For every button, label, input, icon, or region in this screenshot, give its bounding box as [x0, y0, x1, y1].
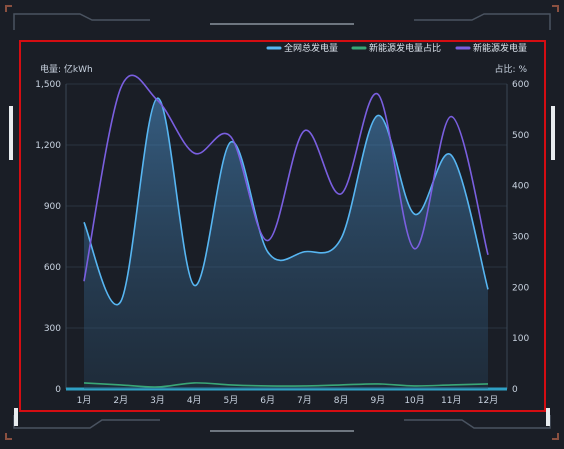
legend-label: 全网总发电量: [284, 42, 338, 54]
legend-label: 新能源发电量占比: [369, 42, 441, 54]
x-tick-label: 4月: [187, 395, 202, 406]
x-tick-label: 11月: [441, 395, 461, 406]
legend-label: 新能源发电量: [473, 42, 527, 54]
y-right-tick-label: 600: [512, 80, 529, 90]
legend: 全网总发电量 新能源发电量占比 新能源发电量: [268, 42, 527, 54]
x-tick-label: 12月: [478, 395, 498, 406]
y-right-axis-title: 占比: %: [495, 63, 528, 75]
x-tick-label: 10月: [404, 395, 424, 406]
x-tick-label: 9月: [370, 395, 385, 406]
series-area-0: [84, 98, 488, 389]
y-left-tick-label: 300: [44, 324, 61, 334]
y-right-tick-label: 0: [512, 385, 518, 395]
y-right-tick-label: 200: [512, 283, 529, 293]
x-tick-label: 2月: [113, 395, 128, 406]
y-left-tick-label: 0: [55, 385, 61, 395]
x-tick-label: 1月: [77, 395, 92, 406]
y-right-tick-label: 300: [512, 233, 529, 243]
y-left-tick-label: 900: [44, 202, 61, 212]
plot-area: [84, 75, 488, 389]
y-left-tick-label: 600: [44, 263, 61, 273]
y-left-tick-label: 1,200: [35, 141, 61, 151]
y-right-tick-label: 500: [512, 131, 529, 141]
x-tick-label: 3月: [150, 395, 165, 406]
y-right-tick-label: 400: [512, 182, 529, 192]
x-tick-label: 7月: [297, 395, 312, 406]
x-tick-label: 8月: [334, 395, 349, 406]
y-right-tick-label: 100: [512, 334, 529, 344]
y-left-axis-title: 电量: 亿kWh: [40, 63, 93, 75]
x-tick-label: 6月: [260, 395, 275, 406]
x-tick-label: 5月: [224, 395, 239, 406]
y-left-tick-label: 1,500: [35, 80, 61, 90]
